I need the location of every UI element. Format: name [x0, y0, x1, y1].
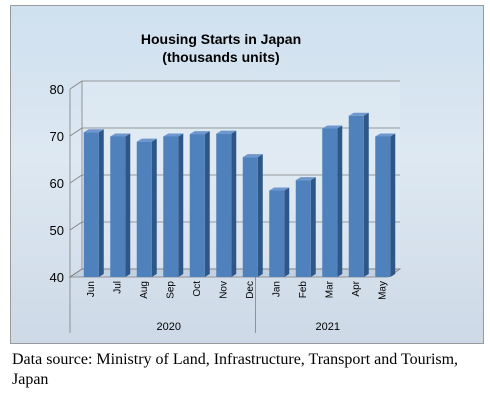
- x-tick-label: Sep: [165, 281, 176, 299]
- bar: [83, 132, 99, 277]
- y-tick-label: 40: [50, 270, 64, 285]
- x-tick-label: Aug: [139, 281, 150, 299]
- bar: [216, 133, 232, 277]
- x-tick-label: Mar: [324, 280, 335, 298]
- plot-area: 40 50 60 70 80 Jun Jul Aug Sep Oct Nov Dec Jan Feb Mar…: [50, 80, 402, 333]
- x-tick-label: Apr: [351, 280, 362, 296]
- bar-top: [295, 177, 316, 181]
- gridline-diagonal: [69, 80, 83, 90]
- bar-top: [110, 133, 131, 137]
- bar-side: [390, 133, 396, 277]
- bar-top: [163, 133, 184, 137]
- bar-side: [98, 129, 104, 277]
- bar-side: [231, 130, 237, 277]
- bar-side: [337, 125, 343, 277]
- x-tick-label: May: [377, 281, 388, 300]
- bar: [348, 115, 364, 277]
- bar: [242, 157, 258, 277]
- bar-top: [189, 131, 210, 135]
- gridline-diagonal: [69, 268, 83, 278]
- bar-top: [348, 112, 369, 116]
- bar: [136, 141, 152, 277]
- bar-top: [83, 129, 104, 133]
- bar-top: [242, 154, 263, 158]
- bar: [375, 136, 391, 277]
- bar: [295, 180, 311, 277]
- x-tick-label: Jul: [112, 281, 123, 294]
- gridline-diagonal: [69, 174, 83, 184]
- bar-chart: Housing Starts in Japan (thousands units…: [50, 31, 402, 333]
- x-tick-label: Nov: [218, 281, 229, 299]
- bar-side: [178, 133, 184, 277]
- bar: [269, 190, 285, 277]
- bar-top: [269, 187, 290, 191]
- x-tick-label: Dec: [245, 281, 256, 299]
- chart-title-line-1: Housing Starts in Japan: [141, 31, 301, 47]
- bar-side: [284, 187, 290, 277]
- bar: [110, 136, 126, 277]
- bar-side: [363, 112, 369, 277]
- x-tick-label: Jan: [271, 281, 282, 297]
- bar-top: [136, 138, 157, 142]
- bar-side: [151, 138, 157, 277]
- y-tick-label: 80: [50, 82, 64, 97]
- y-tick-label: 60: [50, 176, 64, 191]
- x-tick-label: Oct: [192, 281, 203, 297]
- x-tick-label: Feb: [298, 281, 309, 299]
- x-group-label: 2020: [157, 321, 181, 333]
- bar-top: [322, 125, 343, 129]
- bar-side: [204, 131, 210, 277]
- bar-side: [310, 177, 316, 277]
- data-source-note: Data source: Ministry of Land, Infrastru…: [12, 351, 459, 388]
- chart-frame: Housing Starts in Japan (thousands units…: [10, 5, 484, 344]
- x-group-label: 2021: [316, 321, 340, 333]
- gridline-diagonal: [69, 127, 83, 137]
- bar: [322, 128, 338, 277]
- bar-side: [125, 133, 131, 277]
- gridline-diagonal: [69, 221, 83, 231]
- bar-top: [216, 130, 237, 134]
- bar: [163, 136, 179, 277]
- y-tick-label: 50: [50, 223, 64, 238]
- bar-top: [375, 133, 396, 137]
- bar-side: [257, 154, 263, 277]
- y-tick-label: 70: [50, 129, 64, 144]
- bar: [189, 134, 205, 277]
- chart-title-line-2: (thousands units): [162, 49, 279, 65]
- x-tick-label: Jun: [86, 281, 97, 297]
